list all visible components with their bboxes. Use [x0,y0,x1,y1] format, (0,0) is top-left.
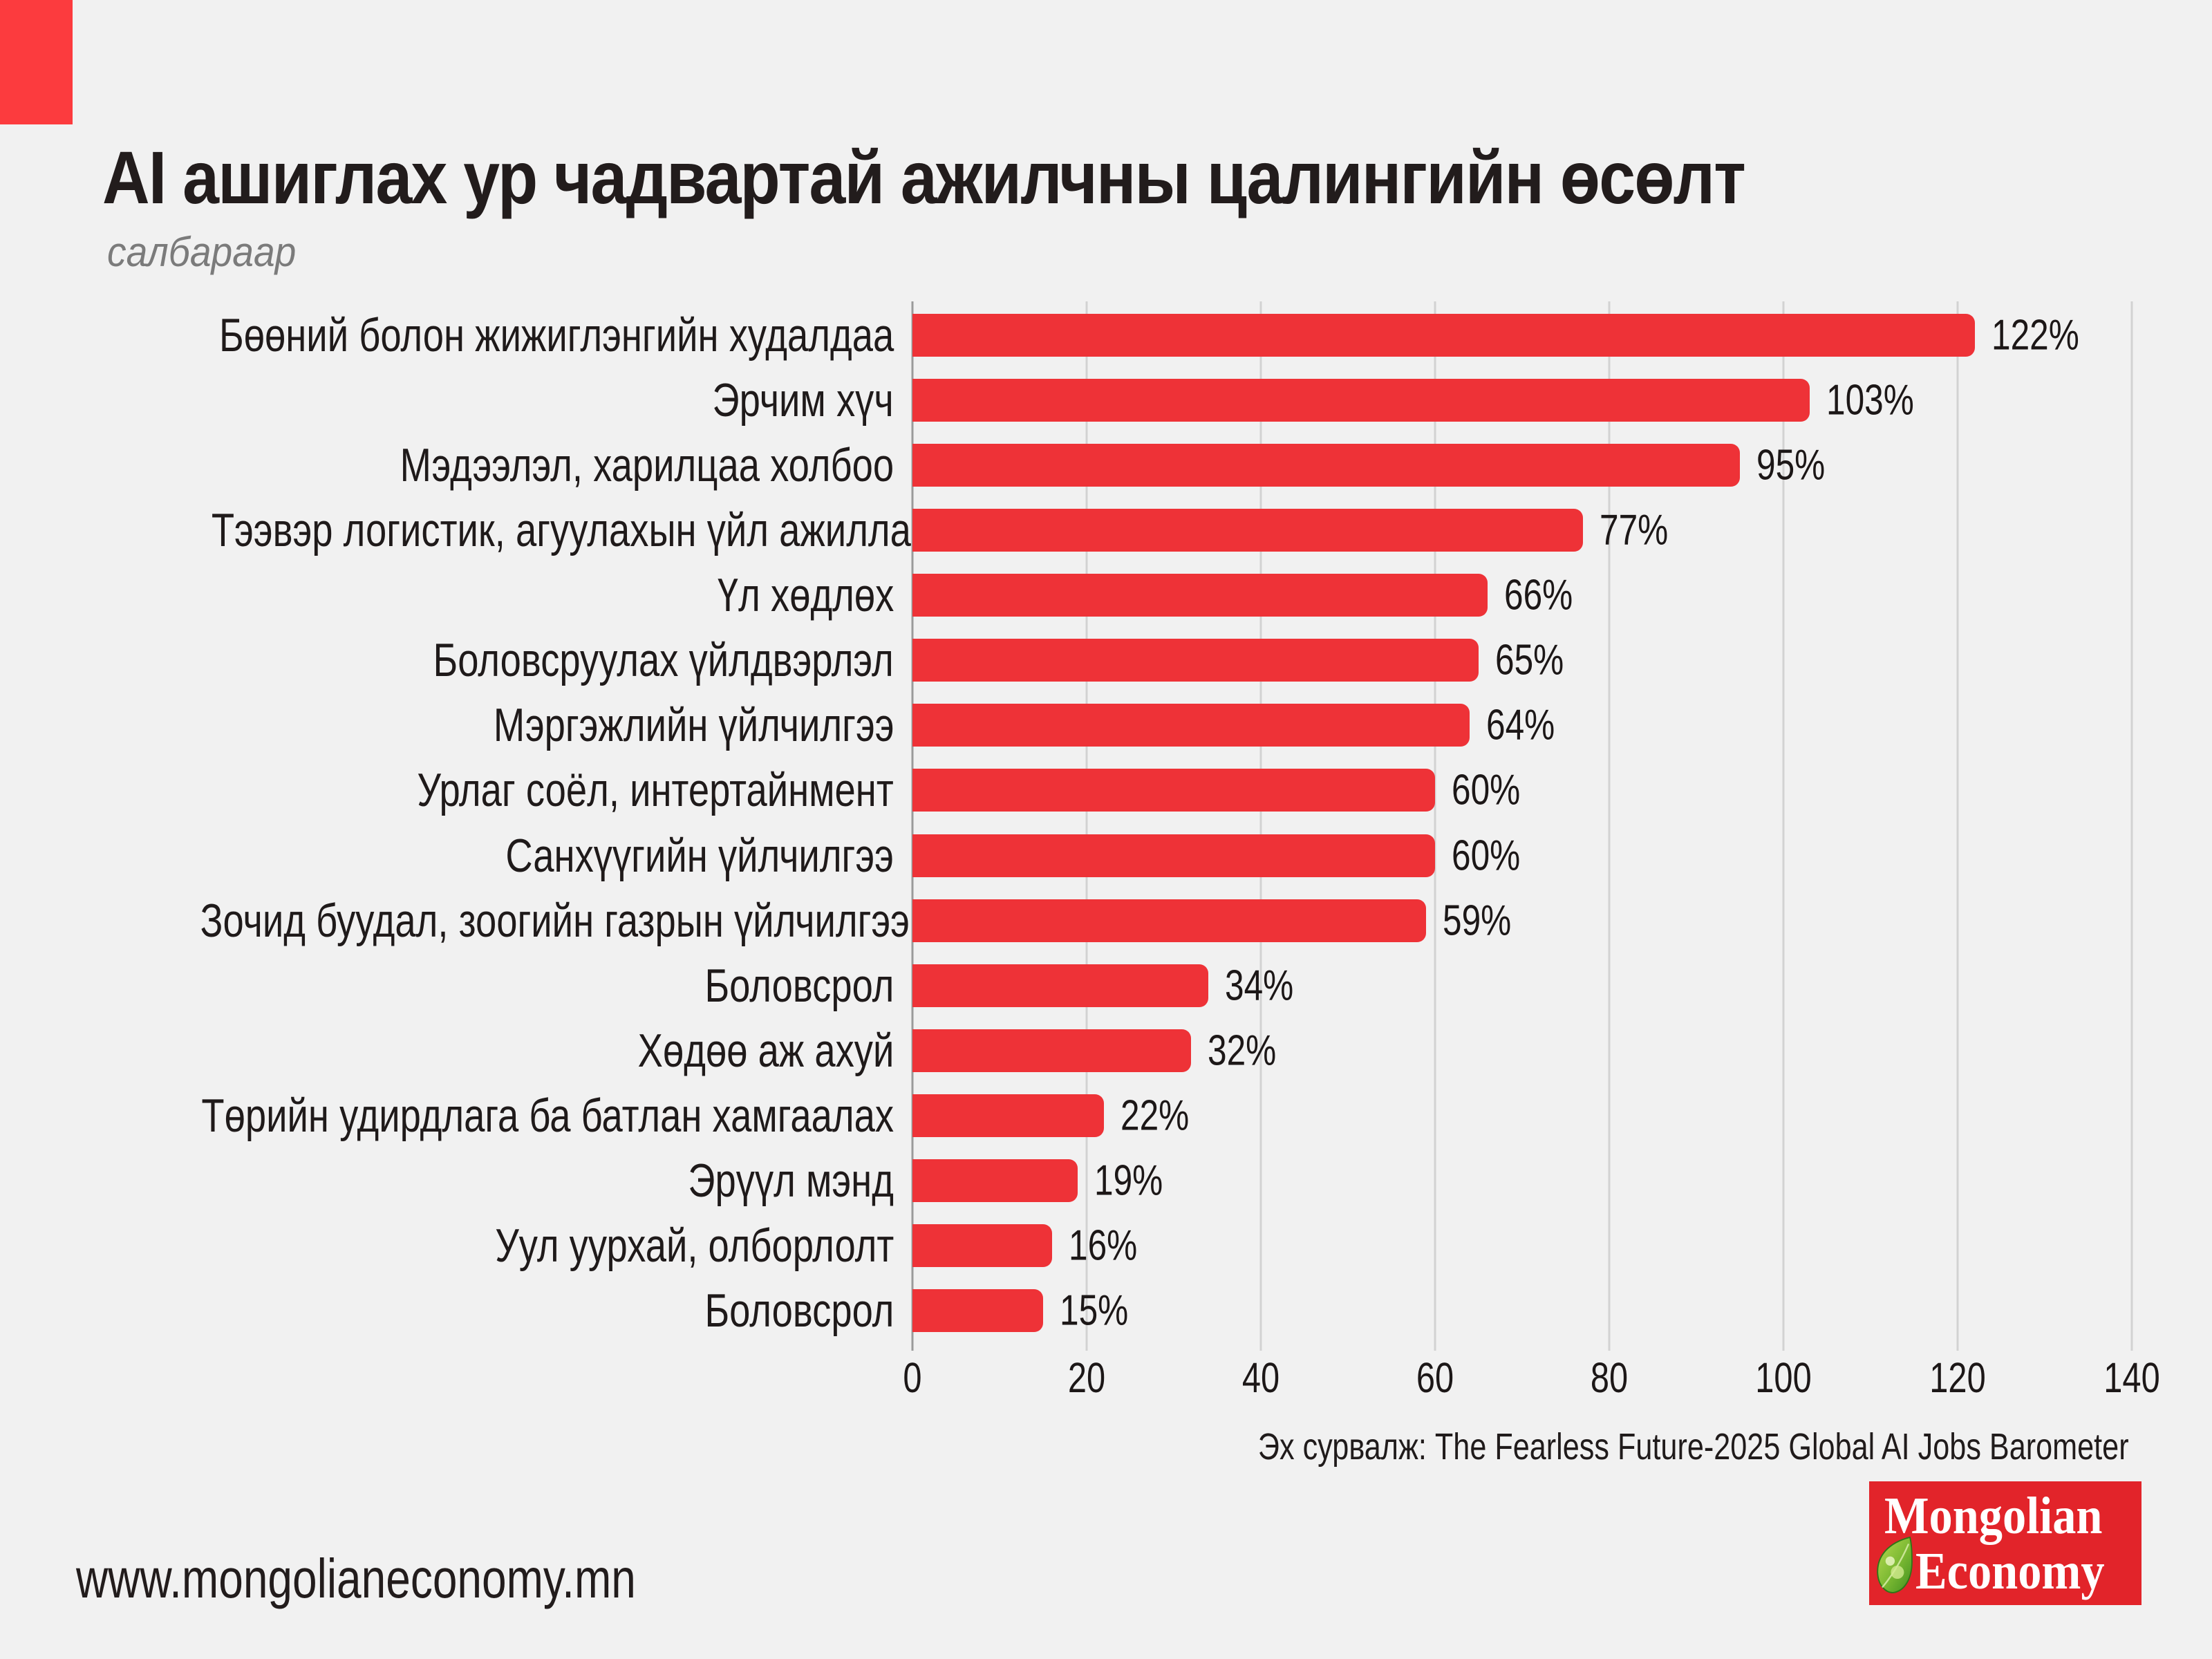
bar [912,899,1427,942]
bar-row: Мэргэжлийн үйлчилгээ 64% [0,693,2212,758]
value-label: 32% [1208,1027,1277,1075]
value-label: 77% [1600,506,1669,554]
logo: Mongolian Economy [1869,1481,2141,1605]
x-tick-label: 120 [1929,1354,1986,1401]
value-label: 59% [1443,897,1512,945]
category-label: Хөдөө аж ахуй [637,1024,894,1077]
leaf-icon [1877,1536,1913,1593]
value-label: 15% [1060,1286,1129,1335]
bar [912,704,1470,747]
bar-row: Урлаг соёл, интертайнмент 60% [0,758,2212,823]
bar-row: Эрүүл мэнд 19% [0,1148,2212,1213]
gridline [1608,301,1611,1351]
page-subtitle: салбараар [107,229,297,275]
x-tick-label: 20 [1067,1354,1106,1401]
bar [912,1288,1043,1332]
gridline [1782,301,1785,1351]
source-note: Эх сурвалж: The Fearless Future-2025 Glo… [1258,1426,2129,1468]
page-title: AI ашиглах ур чадвартай ажилчны цалингий… [102,135,1746,219]
source-wrap: Эх сурвалж: The Fearless Future-2025 Glo… [1040,1425,2129,1468]
bar-row: Мэдээлэл, харилцаа холбоо 95% [0,433,2212,498]
category-label: Санхүүгийн үйлчилгээ [505,829,894,882]
bar-row: Уул уурхай, олборлолт 16% [0,1213,2212,1278]
header: AI ашиглах ур чадвартай ажилчны цалингий… [102,135,2176,219]
bar [912,314,1976,357]
x-tick-label: 80 [1590,1354,1629,1401]
bar-row: Үл хөдлөх 66% [0,563,2212,628]
x-axis: 0 20 40 60 80 100 120 140 [903,1353,2159,1409]
bar [912,1159,1078,1202]
gridline [1085,301,1088,1351]
bar [912,444,1740,487]
x-tick-label: 140 [2103,1354,2160,1401]
gridline [1259,301,1262,1351]
gridline [1956,301,1959,1351]
gridline [2130,301,2133,1351]
logo-line2: Economy [1915,1541,2105,1600]
bar [912,574,1488,617]
value-label: 95% [1756,441,1826,489]
value-label: 22% [1121,1091,1190,1140]
bar [912,639,1479,682]
category-label: Мэдээлэл, харилцаа холбоо [400,439,894,492]
value-label: 60% [1452,832,1521,880]
category-label: Уул уурхай, олборлолт [495,1219,894,1272]
gridline [1434,301,1436,1351]
bar [912,1224,1052,1267]
x-tick-label: 60 [1416,1354,1454,1401]
bar [912,964,1209,1007]
value-label: 34% [1225,962,1294,1010]
bar-row: Боловсруулах үйлдвэрлэл 65% [0,628,2212,693]
bar [912,1094,1105,1137]
value-label: 65% [1495,636,1564,684]
subtitle-wrap: салбараар [107,228,312,276]
category-label: Тээвэр логистик, агуулахын үйл ажиллагаа [211,504,966,557]
bar [912,769,1435,812]
value-label: 64% [1486,701,1555,749]
value-label: 103% [1826,376,1914,424]
category-label: Эрүүл мэнд [688,1154,894,1207]
bar [912,834,1435,877]
category-label: Үл хөдлөх [717,569,894,622]
bar-row: Хөдөө аж ахуй 32% [0,1018,2212,1083]
category-label: Боловсрол [704,959,894,1012]
value-label: 19% [1094,1156,1163,1205]
chart-gridlines [911,301,2133,1351]
website-url: www.mongolianeconomy.mn [76,1548,636,1609]
category-label: Зочид буудал, зоогийн газрын үйлчилгээ [200,894,910,947]
bar-row: Бөөний болон жижиглэнгийн худалдаа 122% [0,303,2212,368]
bar-row: Төрийн удирдлага ба батлан хамгаалах 22% [0,1083,2212,1148]
bar [912,379,1810,422]
value-label: 16% [1068,1221,1137,1270]
footer: www.mongolianeconomy.mn [76,1547,776,1611]
value-label: 122% [1991,311,2080,359]
category-label: Төрийн удирдлага ба батлан хамгаалах [201,1089,894,1142]
category-label: Урлаг соёл, интертайнмент [417,764,894,817]
value-label: 66% [1503,571,1573,619]
bar [912,509,1584,552]
bar [912,1029,1192,1072]
bar-row: Зочид буудал, зоогийн газрын үйлчилгээ 59… [0,888,2212,953]
logo-line2-wrap: Economy [1875,1536,2126,1600]
logo-line1: Mongolian [1884,1486,2103,1545]
bar-row: Боловсрол 34% [0,953,2212,1018]
bar-row: Эрчим хүч 103% [0,368,2212,433]
y-axis-line [911,301,914,1351]
category-label: Боловсрол [704,1284,894,1337]
value-label: 60% [1452,766,1521,814]
bar-row: Тээвэр логистик, агуулахын үйл ажиллагаа… [0,498,2212,563]
bar-row: Боловсрол 15% [0,1278,2212,1343]
bar-row: Санхүүгийн үйлчилгээ 60% [0,823,2212,888]
category-label: Мэргэжлийн үйлчилгээ [493,699,894,752]
category-label: Бөөний болон жижиглэнгийн худалдаа [218,309,894,362]
accent-block [0,0,73,124]
x-tick-label: 100 [1755,1354,1812,1401]
x-tick-label: 40 [1241,1354,1280,1401]
category-label: Эрчим хүч [712,374,894,427]
bar-chart: Бөөний болон жижиглэнгийн худалдаа 122% Эр… [0,303,2212,1343]
x-tick-label: 0 [903,1354,922,1401]
category-label: Боловсруулах үйлдвэрлэл [433,634,894,687]
